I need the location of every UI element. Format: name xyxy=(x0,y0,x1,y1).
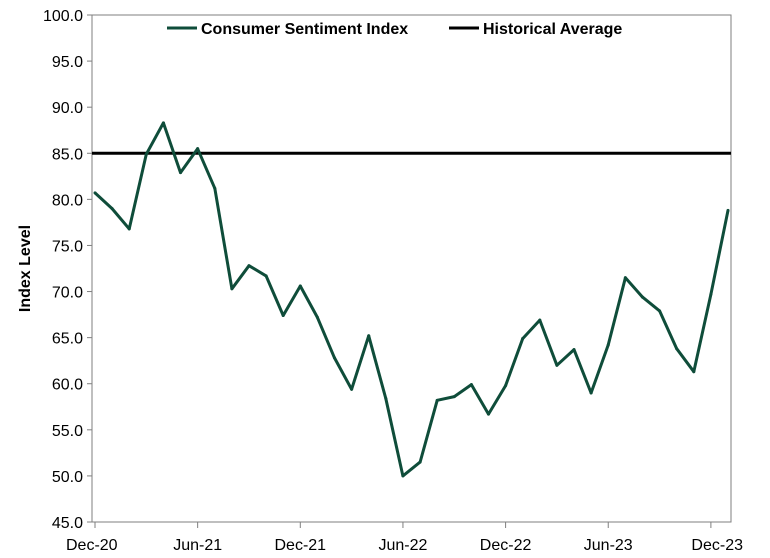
data-point xyxy=(179,171,183,175)
data-point xyxy=(435,398,439,402)
data-point xyxy=(418,460,422,464)
data-point xyxy=(521,337,525,341)
y-tick-label: 75.0 xyxy=(52,238,83,255)
data-point xyxy=(298,284,302,288)
data-point xyxy=(692,370,696,374)
data-point xyxy=(367,334,371,338)
data-point xyxy=(93,191,97,195)
x-tick-label: Jun-23 xyxy=(584,537,633,554)
data-point xyxy=(161,121,165,125)
data-point xyxy=(675,347,679,351)
x-tick-label: Dec-22 xyxy=(480,537,532,554)
y-tick-label: 55.0 xyxy=(52,423,83,440)
y-tick-label: 85.0 xyxy=(52,146,83,163)
data-point xyxy=(469,383,473,387)
data-point xyxy=(589,391,593,395)
y-tick-label: 90.0 xyxy=(52,100,83,117)
y-axis-title: Index Level xyxy=(17,225,34,312)
data-point xyxy=(196,147,200,151)
y-tick-label: 60.0 xyxy=(52,377,83,394)
data-point xyxy=(110,207,114,211)
data-point xyxy=(709,292,713,296)
data-point xyxy=(401,474,405,478)
data-point xyxy=(658,309,662,313)
legend-label-historical-average: Historical Average xyxy=(483,21,622,38)
y-tick-label: 65.0 xyxy=(52,331,83,348)
data-point xyxy=(281,314,285,318)
x-axis: Dec-20 Jun-21 Dec-21 Jun-22 Dec-22 Jun-23 Dec-… xyxy=(66,522,743,554)
x-tick-label: Jun-21 xyxy=(173,537,222,554)
data-point xyxy=(230,287,234,291)
data-point xyxy=(555,363,559,367)
y-tick-label: 50.0 xyxy=(52,469,83,486)
data-point xyxy=(606,343,610,347)
data-point xyxy=(486,412,490,416)
x-tick-label: Dec-21 xyxy=(275,537,327,554)
data-point xyxy=(127,227,131,231)
data-point xyxy=(452,395,456,399)
consumer-sentiment-line xyxy=(93,121,730,478)
y-tick-label: 95.0 xyxy=(52,54,83,71)
data-point xyxy=(247,264,251,268)
legend: Consumer Sentiment Index Historical Aver… xyxy=(167,21,622,38)
data-point xyxy=(144,152,148,156)
x-tick-label: Jun-22 xyxy=(378,537,427,554)
data-point xyxy=(264,274,268,278)
legend-label-consumer-sentiment: Consumer Sentiment Index xyxy=(201,21,408,38)
data-point xyxy=(572,348,576,352)
x-tick-label: Dec-23 xyxy=(691,537,743,554)
series-points xyxy=(93,121,730,478)
data-point xyxy=(640,295,644,299)
data-point xyxy=(315,315,319,319)
data-point xyxy=(504,384,508,388)
data-point xyxy=(538,318,542,322)
y-tick-label: 80.0 xyxy=(52,192,83,209)
plot-area-border xyxy=(91,14,732,523)
y-tick-label: 70.0 xyxy=(52,285,83,302)
data-point xyxy=(726,208,730,212)
data-point xyxy=(384,396,388,400)
data-point xyxy=(623,276,627,280)
y-tick-label: 45.0 xyxy=(52,515,83,532)
y-axis: 45.0 50.0 55.0 60.0 65.0 70.0 75.0 80.0 85.0 90.0… xyxy=(43,8,92,532)
y-tick-label: 100.0 xyxy=(43,8,83,25)
x-tick-label: Dec-20 xyxy=(66,537,118,554)
data-point xyxy=(333,356,337,360)
data-point xyxy=(213,186,217,190)
data-point xyxy=(350,387,354,391)
